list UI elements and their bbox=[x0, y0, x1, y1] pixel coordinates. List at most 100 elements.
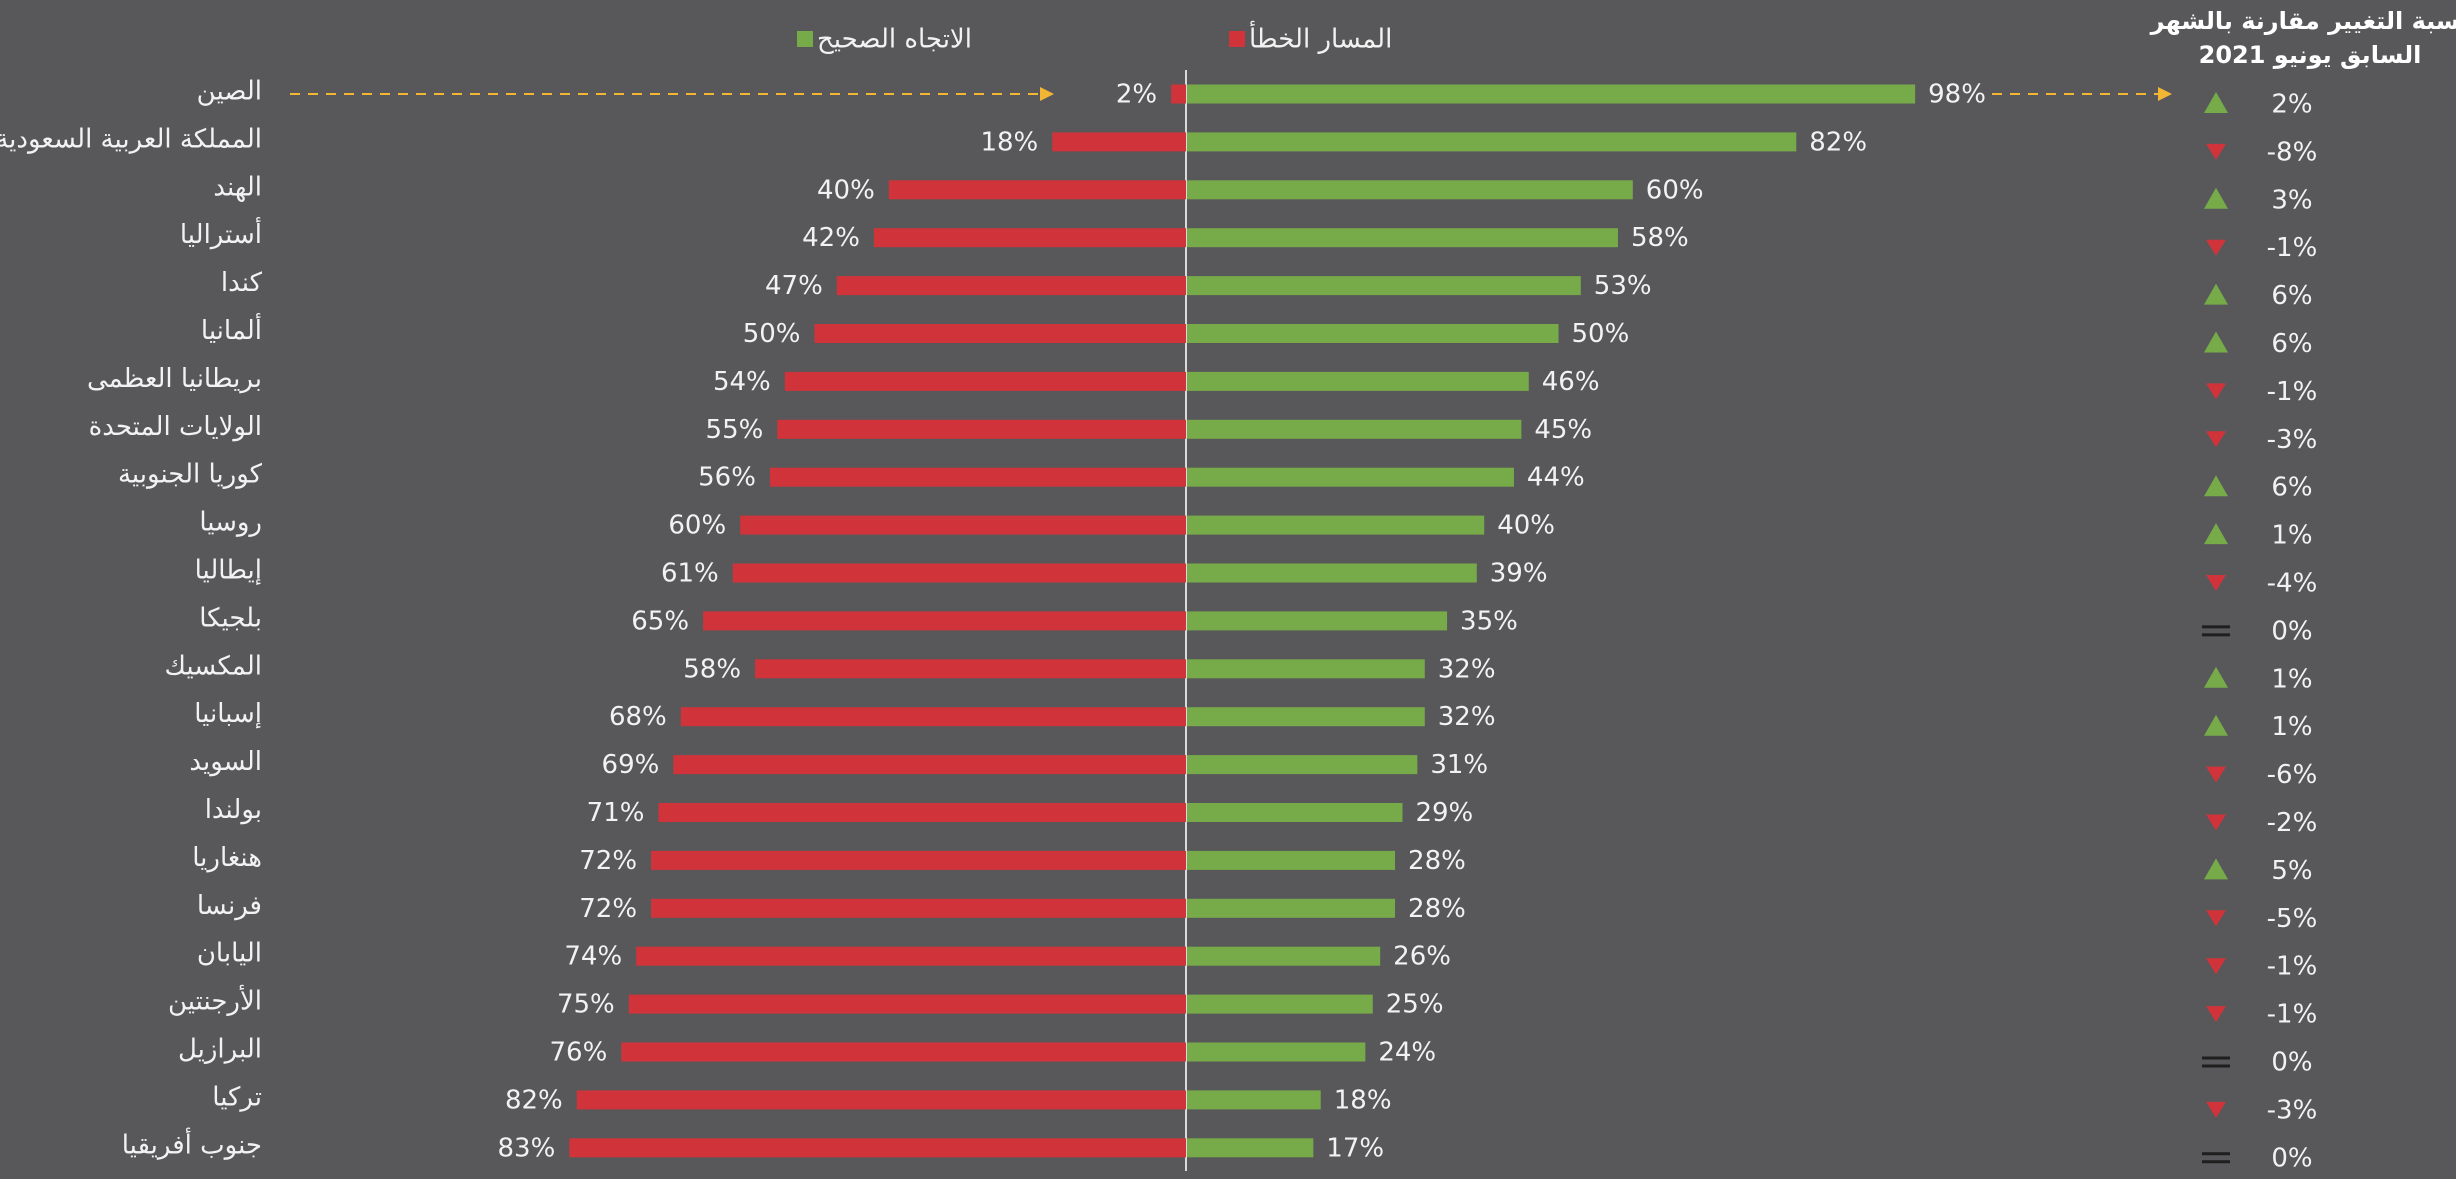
category-label: البرازيل bbox=[178, 1035, 262, 1065]
change-down bbox=[2206, 1006, 2226, 1023]
bar bbox=[732, 563, 1186, 583]
value-label: 18% bbox=[1334, 1085, 1392, 1115]
change-up bbox=[2204, 475, 2228, 497]
bar bbox=[1187, 755, 1418, 775]
category-label: هنغاريا bbox=[192, 843, 262, 873]
value-label: 58% bbox=[683, 654, 741, 684]
change-label: 0% bbox=[2271, 616, 2312, 646]
value-label: 47% bbox=[765, 271, 823, 301]
bar bbox=[651, 898, 1186, 918]
bar bbox=[1187, 611, 1448, 631]
bar bbox=[740, 515, 1186, 535]
bar bbox=[651, 850, 1186, 870]
change-down bbox=[2206, 910, 2226, 927]
change-label: 6% bbox=[2271, 281, 2312, 311]
change-flat bbox=[2202, 1056, 2230, 1068]
change-label: 1% bbox=[2271, 664, 2312, 694]
change-down bbox=[2206, 431, 2226, 448]
change-label: 0% bbox=[2271, 1048, 2312, 1078]
value-label: 76% bbox=[550, 1038, 608, 1068]
value-label: 17% bbox=[1326, 1133, 1384, 1163]
change-up bbox=[2204, 714, 2228, 736]
change-label: -3% bbox=[2267, 1095, 2318, 1125]
bar bbox=[658, 803, 1186, 822]
change-up bbox=[2204, 331, 2228, 353]
change-flat bbox=[2202, 1152, 2230, 1164]
value-label: 83% bbox=[498, 1133, 556, 1163]
bar bbox=[1187, 707, 1425, 727]
value-label: 72% bbox=[579, 894, 637, 924]
change-label: -1% bbox=[2267, 952, 2318, 982]
change-label: -6% bbox=[2267, 760, 2318, 790]
category-label: الأرجنتين bbox=[168, 984, 262, 1017]
change-label: 6% bbox=[2271, 329, 2312, 359]
category-label: تركيا bbox=[212, 1082, 262, 1112]
change-label: -5% bbox=[2267, 904, 2318, 934]
category-label: الولايات المتحدة bbox=[89, 412, 262, 442]
value-label: 32% bbox=[1438, 702, 1496, 732]
legend-label: الاتجاه الصحيح bbox=[817, 25, 972, 55]
bar bbox=[576, 1090, 1186, 1110]
bar bbox=[1187, 84, 1916, 104]
bar bbox=[1187, 276, 1581, 296]
change-label: 1% bbox=[2271, 712, 2312, 742]
value-label: 26% bbox=[1393, 942, 1451, 972]
category-label: إيطاليا bbox=[195, 556, 262, 586]
value-label: 32% bbox=[1438, 654, 1496, 684]
bar bbox=[1171, 84, 1186, 104]
change-down bbox=[2206, 1101, 2226, 1118]
category-label: بلجيكا bbox=[199, 603, 262, 633]
value-label: 39% bbox=[1490, 559, 1548, 589]
bar bbox=[1187, 1042, 1366, 1062]
category-label: كوريا الجنوبية bbox=[118, 460, 263, 490]
value-label: 45% bbox=[1534, 415, 1592, 445]
value-label: 71% bbox=[587, 798, 645, 828]
value-label: 69% bbox=[602, 750, 660, 780]
bar bbox=[636, 946, 1186, 966]
bar bbox=[569, 1138, 1186, 1158]
change-down bbox=[2206, 383, 2226, 400]
category-label: المملكة العربية السعودية bbox=[0, 124, 262, 154]
value-label: 58% bbox=[1631, 223, 1689, 253]
change-down bbox=[2206, 766, 2226, 783]
bar bbox=[680, 707, 1186, 727]
value-label: 60% bbox=[1646, 175, 1704, 205]
change-label: -1% bbox=[2267, 1000, 2318, 1030]
value-label: 98% bbox=[1928, 80, 1986, 110]
change-up bbox=[2204, 523, 2228, 545]
bar bbox=[873, 228, 1186, 248]
bar bbox=[755, 659, 1186, 679]
value-label: 50% bbox=[1572, 319, 1630, 349]
category-label: جنوب أفريقيا bbox=[122, 1126, 262, 1160]
bar bbox=[1187, 371, 1529, 391]
value-label: 72% bbox=[579, 846, 637, 876]
bar bbox=[703, 611, 1186, 631]
category-label: السويد bbox=[189, 747, 262, 777]
bar bbox=[1187, 850, 1396, 870]
change-down bbox=[2206, 239, 2226, 256]
category-label: فرنسا bbox=[197, 891, 262, 921]
bar bbox=[621, 1042, 1186, 1062]
category-label: بولندا bbox=[205, 795, 262, 825]
value-label: 28% bbox=[1408, 894, 1466, 924]
bar bbox=[1187, 324, 1559, 343]
bar bbox=[1187, 659, 1425, 679]
value-label: 65% bbox=[631, 606, 689, 636]
value-label: 82% bbox=[505, 1085, 563, 1115]
change-title: السابق يونيو 2021 bbox=[2199, 41, 2422, 69]
value-label: 50% bbox=[743, 319, 801, 349]
change-title: نسبة التغيير مقارنة بالشهر bbox=[2150, 7, 2456, 35]
legend-swatch bbox=[797, 31, 813, 47]
bar bbox=[1187, 467, 1514, 487]
category-label: المكسيك bbox=[165, 651, 263, 681]
bar bbox=[1187, 1090, 1321, 1110]
value-label: 56% bbox=[698, 463, 756, 493]
category-label: الهند bbox=[213, 172, 262, 202]
bar bbox=[1052, 132, 1186, 152]
value-label: 82% bbox=[1809, 127, 1867, 157]
category-label: الصين bbox=[197, 77, 262, 107]
change-label: -4% bbox=[2267, 569, 2318, 599]
category-label: أستراليا bbox=[180, 216, 262, 250]
bar bbox=[673, 755, 1186, 775]
change-up bbox=[2204, 858, 2228, 880]
